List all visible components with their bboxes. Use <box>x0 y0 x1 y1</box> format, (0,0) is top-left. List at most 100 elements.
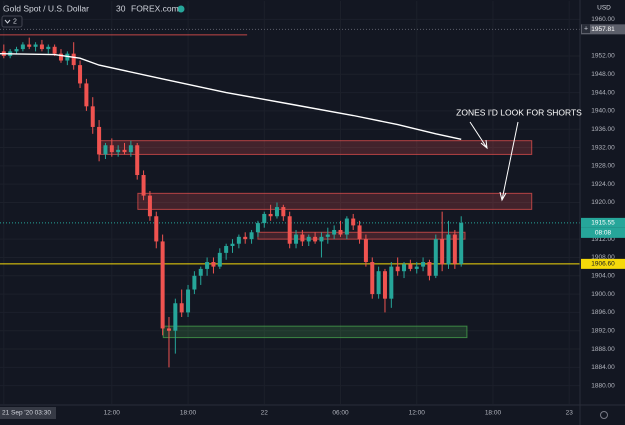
interval: 30 <box>116 3 126 13</box>
plot <box>0 28 580 368</box>
y-tick-label: 1932.00 <box>591 144 615 151</box>
axes: 1880.00 1884.00 1888.00 1892.00 1896.00 1900.… <box>0 16 625 419</box>
candle-body <box>166 328 171 331</box>
candle-body <box>243 236 248 240</box>
candle-body <box>421 262 426 267</box>
arrows <box>469 121 519 202</box>
candle-body <box>84 83 89 107</box>
x-tick-label: 18:00 <box>485 410 502 417</box>
candle-body <box>376 271 381 295</box>
candle-body <box>14 49 19 52</box>
crosshair-label-bg <box>0 407 56 419</box>
chevron <box>4 19 11 24</box>
candle-body <box>382 271 387 299</box>
y-tick-label: 1880.00 <box>591 382 615 389</box>
price-label: 1915.55 <box>591 220 615 227</box>
candle-body <box>236 236 241 244</box>
y-tick-label: 1936.00 <box>591 126 615 133</box>
candle-body <box>135 145 140 176</box>
candle-body <box>46 46 51 50</box>
candle-body <box>147 195 152 217</box>
x-tick-label: 12:00 <box>104 410 121 417</box>
candle-body <box>370 262 375 295</box>
candle-body <box>160 241 165 329</box>
candle-body <box>344 218 349 235</box>
candle-body <box>230 243 235 247</box>
zone <box>137 192 533 210</box>
candle-body <box>205 262 210 269</box>
y-tick-label: 1908.00 <box>591 254 615 261</box>
price-label: 1906.60 <box>591 261 615 268</box>
candle-body <box>154 216 159 242</box>
candle-body <box>452 234 457 264</box>
candle-body <box>78 65 83 84</box>
countdown-bg <box>581 227 625 238</box>
grid <box>0 1 580 404</box>
settings-icon[interactable] <box>600 411 608 419</box>
candle-body <box>97 126 102 155</box>
y-tick-label: 1928.00 <box>591 163 615 170</box>
candle-body <box>268 213 273 217</box>
candle-body <box>300 234 305 242</box>
currency: USD <box>597 5 611 12</box>
candle-body <box>395 266 400 272</box>
symbol: Gold Spot / U.S. Dollar <box>3 3 89 13</box>
y-tick-label: 1892.00 <box>591 327 615 334</box>
candle-body <box>27 44 32 47</box>
candle-body <box>186 289 191 313</box>
candle-body <box>440 239 445 265</box>
y-tick-label: 1960.00 <box>591 16 615 23</box>
candle-body <box>141 175 146 196</box>
candle-body <box>294 234 299 244</box>
candle-body <box>357 225 362 240</box>
zone <box>99 140 533 155</box>
y-tick-label: 1912.00 <box>591 236 615 243</box>
candle-body <box>262 213 267 224</box>
candle-body <box>192 275 197 290</box>
candle-body <box>90 106 95 127</box>
y-tick-label: 1952.00 <box>591 53 615 60</box>
candle-body <box>173 303 178 331</box>
candle-body <box>319 236 324 242</box>
candle-body <box>446 234 451 265</box>
candle-body <box>281 207 286 217</box>
indicator-toggle[interactable] <box>1 15 23 28</box>
candle-body <box>224 246 229 253</box>
candle-body <box>211 262 216 267</box>
y-tick-label: 1920.00 <box>591 199 615 206</box>
candle-body <box>39 44 44 50</box>
price-label-bg <box>581 24 625 35</box>
y-tick-label: 1896.00 <box>591 309 615 316</box>
price-label-bg <box>581 217 625 228</box>
y-tick-label: 1884.00 <box>591 364 615 371</box>
price-label: 1957.81 <box>591 26 615 33</box>
add-button[interactable] <box>582 24 590 33</box>
candle-body <box>427 262 432 276</box>
candle-body <box>313 236 318 242</box>
candle-body <box>459 222 464 264</box>
candle-body <box>20 44 25 50</box>
y-tick-label: 1904.00 <box>591 272 615 279</box>
y-tick-label: 1924.00 <box>591 181 615 188</box>
x-tick-label: 21 Sep '20 03:30 <box>2 410 51 417</box>
y-tick-label: 1900.00 <box>591 291 615 298</box>
zone <box>162 325 468 339</box>
candle-body <box>402 264 407 272</box>
y-tick-label: 1888.00 <box>591 346 615 353</box>
candle-body <box>408 264 413 269</box>
candle-body <box>33 44 38 47</box>
candle-body <box>58 53 63 61</box>
candle-body <box>414 266 419 269</box>
candle-body <box>179 303 184 313</box>
y-tick-label: 1948.00 <box>591 71 615 78</box>
market-status <box>177 5 185 13</box>
countdown: 08:08 <box>595 230 612 237</box>
y-tick-label: 1944.00 <box>591 89 615 96</box>
candle-body <box>128 145 133 153</box>
candle-body <box>122 149 127 153</box>
annotation: ZONES I'D LOOK FOR SHORTS <box>456 107 582 117</box>
candle-body <box>363 239 368 263</box>
indicator-count: 2 <box>13 18 17 25</box>
